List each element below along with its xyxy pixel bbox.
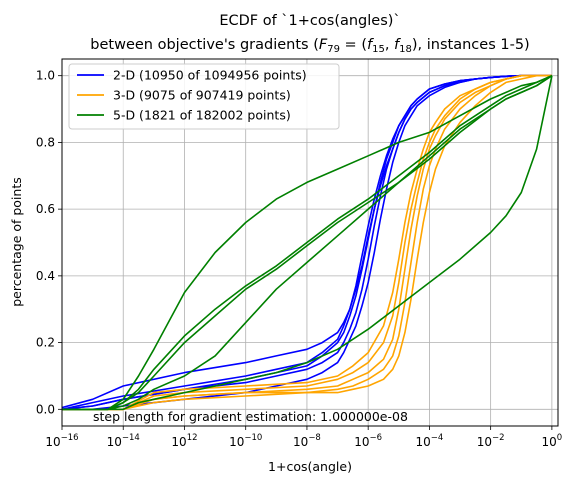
y-tick-label: 0.6	[36, 202, 55, 216]
series-line-3-D-10	[62, 74, 552, 411]
x-tick-label: 10−16	[45, 433, 78, 449]
x-tick-label: 10−6	[354, 433, 382, 449]
legend-label-2-D: 2-D (10950 of 1094956 points)	[113, 68, 307, 83]
x-tick-label: 100	[542, 433, 563, 449]
y-tick-label: 0.2	[36, 336, 55, 350]
chart-title-line2: between objective's gradients (F79 = (f1…	[90, 37, 529, 55]
legend-label-5-D: 5-D (1821 of 182002 points)	[113, 108, 291, 123]
series-line-3-D-7	[62, 74, 552, 411]
series-line-3-D-9	[62, 74, 552, 411]
x-tick-label: 1012	[171, 433, 197, 449]
x-tick-label: 10−2	[477, 433, 505, 449]
x-tick-label: 10−8	[293, 433, 321, 449]
y-tick-label: 0.0	[36, 402, 55, 416]
x-tick-label: 10−4	[416, 433, 444, 449]
y-tick-label: 0.4	[36, 269, 55, 283]
x-tick-label: 10−10	[229, 433, 262, 449]
x-axis-label: 1+cos(angle)	[268, 459, 352, 474]
series-line-5-D-12	[62, 74, 553, 411]
y-tick-label: 0.8	[36, 135, 55, 149]
step-length-annotation: step length for gradient estimation: 1.0…	[93, 409, 408, 424]
y-axis-ticks: 0.0 0.2 0.4 0.6 0.8 1.0	[36, 69, 62, 416]
legend-box	[68, 63, 340, 130]
x-axis-ticks: 10−16 10−14 1012 10−10 10−8 10−6 10−4 10−2 100	[45, 426, 562, 449]
x-tick-label: 10−14	[107, 433, 140, 449]
y-tick-label: 1.0	[36, 69, 55, 83]
series-layer	[62, 74, 553, 411]
chart-title-line1: ECDF of `1+cos(angles)`	[219, 13, 400, 29]
series-line-5-D-14	[62, 75, 553, 411]
series-line-2-D-5	[62, 74, 552, 411]
legend-label-3-D: 3-D (9075 of 907419 points)	[113, 88, 291, 103]
series-line-5-D-15	[62, 75, 553, 411]
plot-frame	[61, 58, 559, 427]
legend: 2-D (10950 of 1094956 points) 3-D (9075 o…	[68, 63, 340, 130]
y-axis-label: percentage of points	[9, 177, 24, 307]
series-line-5-D-11	[62, 74, 553, 411]
